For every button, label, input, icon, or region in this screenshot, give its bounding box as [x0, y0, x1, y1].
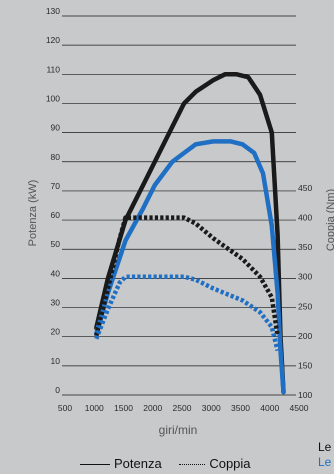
y-tick-label: 0	[55, 385, 60, 395]
y-axis-label: Potenza (kW)	[27, 180, 39, 247]
y2-tick-label: 250	[298, 301, 312, 311]
corner-text-top: Le	[318, 440, 332, 454]
legend-dotted-line-icon	[179, 464, 206, 466]
y-tick-label: 80	[51, 152, 61, 162]
y2-tick-label: 450	[298, 183, 312, 193]
y-tick-label: 70	[51, 181, 61, 191]
legend-solid-line-icon	[80, 464, 110, 466]
series-line-potenza-black	[94, 72, 286, 395]
x-tick-label: 4500	[290, 403, 309, 413]
y2-axis-ticks: 100 150 200 250 300 350 400 450	[298, 183, 312, 400]
y-tick-label: 120	[46, 35, 60, 45]
y2-tick-label: 350	[298, 242, 312, 252]
y-tick-label: 110	[46, 64, 60, 74]
series-line-coppia-black	[94, 215, 280, 337]
corner-text-bottom: Le	[318, 455, 332, 469]
y2-tick-label: 200	[298, 331, 312, 341]
legend-item-potenza: Potenza	[114, 456, 162, 471]
y2-tick-label: 100	[298, 390, 312, 400]
y-tick-label: 100	[46, 93, 60, 103]
y2-axis-label: Coppia (Nm)	[325, 189, 334, 251]
legend: Potenza Coppia	[80, 456, 251, 471]
x-tick-label: 3500	[231, 403, 250, 413]
x-tick-label: 4000	[260, 403, 279, 413]
y-tick-label: 40	[51, 268, 61, 278]
x-axis-ticks: 500 1000 1500 2000 2500 3000 3500 4000 4500	[58, 403, 309, 413]
y2-tick-label: 150	[298, 360, 312, 370]
y-tick-label: 20	[51, 327, 61, 337]
y2-tick-label: 300	[298, 272, 312, 282]
series-line-potenza-blue	[94, 139, 286, 395]
y-tick-label: 10	[51, 356, 61, 366]
y-tick-label: 90	[51, 123, 61, 133]
x-tick-label: 2000	[143, 403, 162, 413]
x-tick-label: 1000	[85, 403, 104, 413]
y-tick-label: 60	[51, 210, 61, 220]
x-axis-label: giri/min	[159, 423, 198, 437]
x-tick-label: 1500	[114, 403, 133, 413]
series-group	[94, 72, 286, 395]
grid-lines	[62, 15, 296, 396]
y-tick-label: 130	[46, 6, 60, 16]
x-tick-label: 3000	[202, 403, 221, 413]
y-tick-label: 30	[51, 298, 61, 308]
y-axis-ticks: 0 10 20 30 40 50 60 70 80 90 100 110 120 130	[46, 6, 60, 395]
x-tick-label: 2500	[173, 403, 192, 413]
series-line-coppia-blue	[94, 274, 280, 352]
legend-item-coppia: Coppia	[209, 456, 251, 471]
x-tick-label: 500	[58, 403, 72, 413]
y2-tick-label: 400	[298, 213, 312, 223]
y-tick-label: 50	[51, 239, 61, 249]
